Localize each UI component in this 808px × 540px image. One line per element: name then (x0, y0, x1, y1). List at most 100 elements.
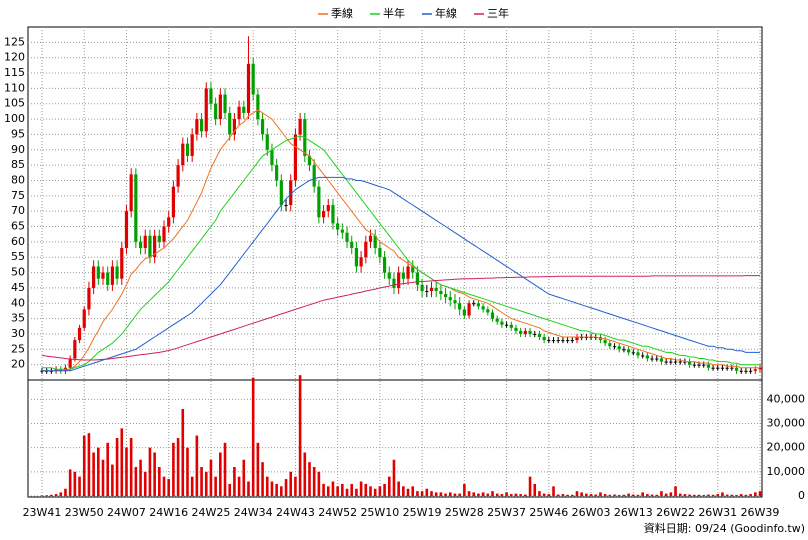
candle-body (734, 367, 739, 371)
x-tick-label: 26W03 (572, 506, 611, 519)
y-tick-label: 80 (11, 173, 25, 186)
candle-body (251, 63, 255, 95)
candle-body (199, 119, 204, 132)
candle-body (270, 149, 274, 166)
candle-body (190, 134, 194, 156)
source-note: 資料日期: 09/24 (Goodinfo.tw) (644, 521, 805, 535)
candle-body (636, 352, 640, 356)
candle-body (406, 266, 410, 279)
volume-bar (97, 447, 100, 496)
candle-body (603, 340, 607, 344)
volume-bar (721, 492, 724, 496)
volume-bar (54, 494, 58, 496)
candle-body (481, 306, 485, 310)
volume-bar (514, 493, 518, 496)
volume-bar (172, 442, 175, 496)
candle-body (157, 235, 161, 242)
y2-tick-label: 0 (798, 489, 805, 502)
candle-body (153, 235, 157, 258)
legend-label: 半年 (383, 6, 405, 20)
candle-body (87, 287, 91, 310)
volume-bar (181, 409, 185, 496)
x-tick-label: 26W22 (656, 506, 695, 519)
volume-bar (533, 483, 537, 496)
candle-body (702, 364, 706, 366)
volume-bar (707, 494, 710, 496)
volume-bar (674, 486, 677, 496)
volume-bar (434, 492, 438, 496)
candle-body (411, 266, 415, 273)
y-tick-label: 115 (4, 66, 25, 79)
candle-body (504, 324, 509, 326)
candle-body (59, 369, 63, 371)
y-tick-label: 40 (11, 296, 25, 309)
volume-bar (491, 491, 494, 496)
volume-bar (87, 433, 91, 496)
volume-bar (730, 494, 734, 496)
candle-body (195, 119, 199, 135)
candle-body (570, 340, 574, 342)
candle-body (551, 340, 556, 342)
volume-bar (500, 494, 504, 496)
candle-body (134, 174, 138, 242)
candle-body (725, 367, 729, 369)
volume-bar (547, 494, 551, 496)
candle-body (439, 290, 443, 295)
candle-body (622, 349, 626, 351)
volume-bar (129, 438, 133, 496)
candle-body (289, 180, 293, 206)
volume-bar (397, 481, 400, 496)
candle-body (143, 235, 147, 249)
ma-line (42, 135, 760, 370)
volume-bar (594, 494, 598, 496)
candle-body (77, 327, 82, 341)
volume-bar (153, 452, 156, 496)
volume-bar (378, 486, 382, 496)
candle-body (631, 352, 635, 354)
candle-body (401, 272, 405, 279)
volume-bar (200, 467, 203, 496)
y-tick-label: 35 (11, 312, 25, 325)
volume-bar (345, 488, 349, 496)
candle-body (298, 119, 302, 135)
x-tick-label: 24W16 (149, 506, 188, 519)
candle-body (758, 367, 762, 370)
volume-bar (636, 494, 640, 496)
volume-bar (439, 492, 443, 496)
volume-bar (641, 492, 644, 496)
x-tick-label: 24W25 (192, 506, 231, 519)
candle-body (500, 321, 504, 325)
volume-bar (693, 494, 696, 496)
y-tick-label: 100 (4, 112, 25, 125)
x-tick-label: 23W41 (23, 506, 62, 519)
volume-bar (402, 486, 405, 496)
candle-body (397, 272, 401, 288)
candle-body (659, 358, 664, 362)
candle-body (664, 361, 668, 363)
candle-body (336, 223, 340, 230)
volume-bar (448, 492, 452, 496)
candle-body (312, 165, 316, 187)
volume-bar (580, 492, 583, 496)
candle-body (716, 367, 720, 369)
volume-bar (528, 476, 532, 496)
candle-body (467, 303, 471, 316)
volume-bar (209, 459, 213, 496)
candle-body (415, 272, 420, 285)
y-tick-label: 125 (4, 35, 25, 48)
candle-body (96, 266, 100, 279)
candle-body (673, 361, 678, 363)
candle-body (181, 143, 185, 166)
candle-body (326, 205, 330, 212)
candle-body (246, 63, 251, 113)
volume-bar (566, 494, 569, 496)
volume-bar (406, 488, 410, 496)
volume-bar (697, 494, 701, 496)
candle-body (54, 369, 58, 371)
volume-frame (27, 379, 763, 498)
volume-bar (664, 493, 668, 496)
candle-body (373, 235, 377, 249)
x-tick-label: 26W13 (614, 506, 653, 519)
volume-bar (655, 494, 659, 496)
